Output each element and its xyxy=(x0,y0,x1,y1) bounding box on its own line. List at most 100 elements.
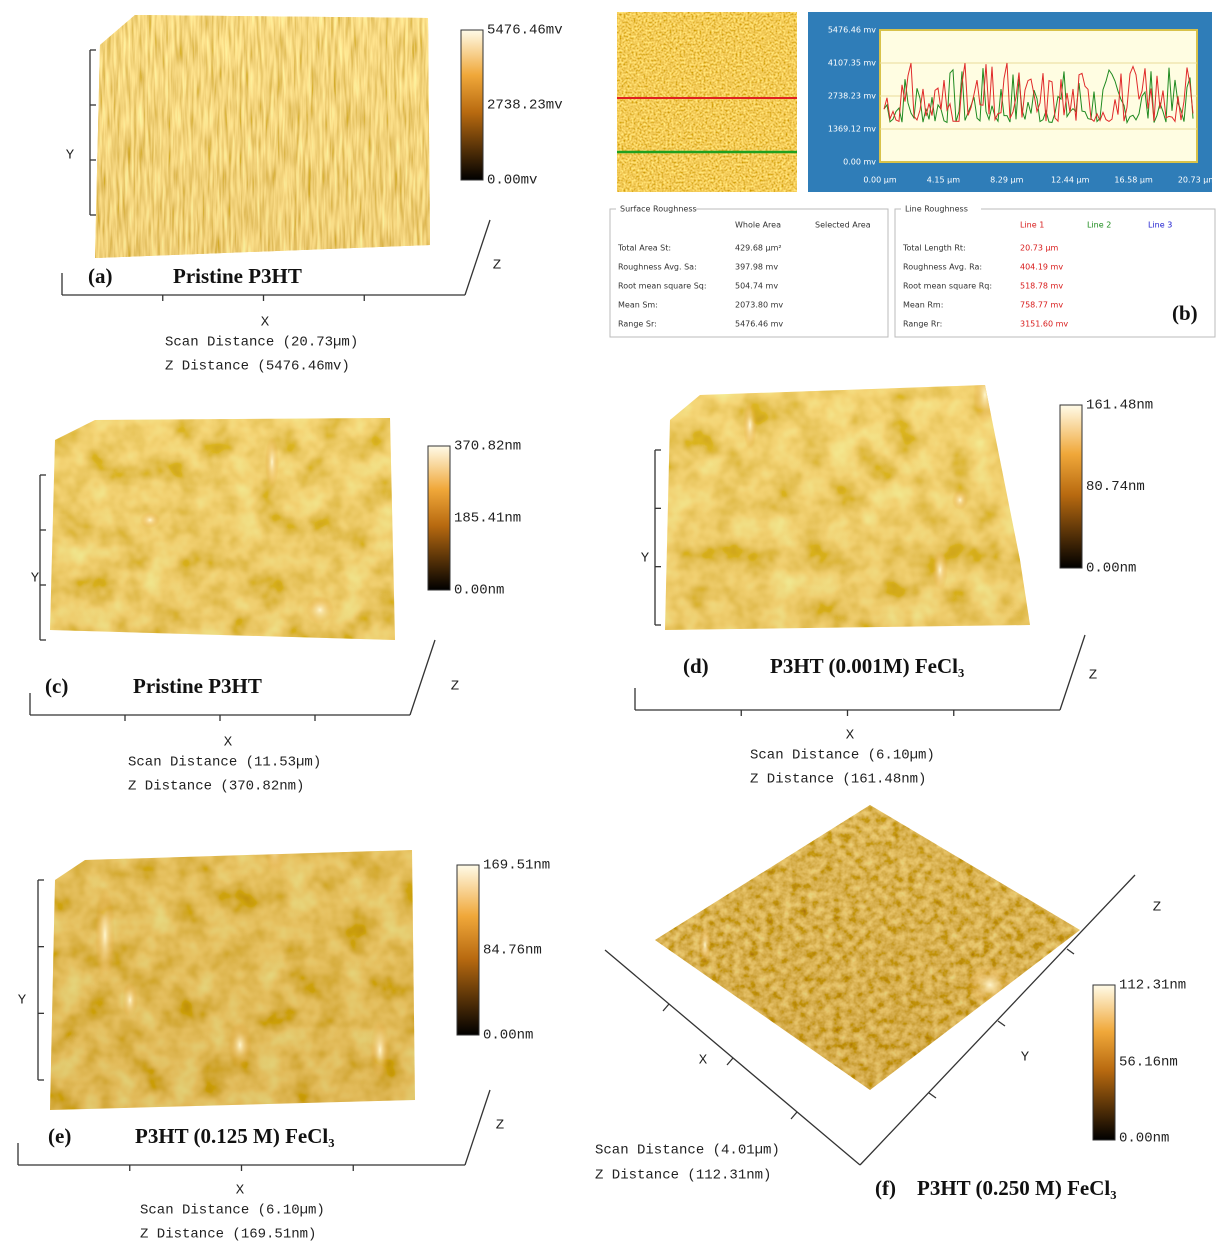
y-axis-label: Y xyxy=(31,571,40,587)
table-title-bg xyxy=(901,204,981,214)
table-row-label: Total Length Rt: xyxy=(902,244,966,253)
axis-line xyxy=(604,949,861,1166)
table-value: 758.77 mv xyxy=(1020,301,1063,310)
panel-label: (e) xyxy=(48,1124,71,1148)
table-column: Line 3 xyxy=(1148,221,1172,230)
color-scale-label: 0.00nm xyxy=(1086,561,1136,577)
y-axis-label: Y xyxy=(18,993,27,1009)
z-distance: Z Distance (370.82nm) xyxy=(128,779,304,795)
axis-line xyxy=(997,1020,1006,1027)
x-axis-label: X xyxy=(261,315,270,331)
profile-y-tick: 5476.46 mv xyxy=(828,26,876,35)
surface-peak xyxy=(306,596,334,624)
color-scale-label: 56.16nm xyxy=(1119,1055,1178,1071)
profile-y-tick: 2738.23 mv xyxy=(828,92,876,101)
profile-y-tick: 4107.35 mv xyxy=(828,59,876,68)
panel-caption: Pristine P3HT xyxy=(133,674,262,698)
scan-distance: Scan Distance (4.01µm) xyxy=(595,1143,780,1159)
table-title: Surface Roughness xyxy=(620,205,697,214)
color-scale-label: 112.31nm xyxy=(1119,978,1186,994)
axis-line xyxy=(662,1003,670,1012)
profile-x-tick: 12.44 µm xyxy=(1051,176,1090,185)
axis-line xyxy=(464,1089,491,1166)
surface-peak xyxy=(932,550,948,590)
y-axis-label: Y xyxy=(66,148,75,164)
surface-peak xyxy=(743,401,757,449)
scan-distance: Scan Distance (20.73µm) xyxy=(165,335,358,351)
color-scale-label: 161.48nm xyxy=(1086,398,1153,414)
color-scale-label: 2738.23mv xyxy=(487,98,563,114)
scan-distance: Scan Distance (11.53µm) xyxy=(128,755,321,771)
color-bar xyxy=(460,29,484,181)
table-row-label: Total Area St: xyxy=(617,244,671,253)
surface-peak xyxy=(265,436,279,488)
table-column: Line 1 xyxy=(1020,221,1044,230)
panel-label: (f) xyxy=(875,1176,896,1200)
image-texture xyxy=(617,12,797,192)
surface-peak xyxy=(95,887,115,983)
table-column: Whole Area xyxy=(735,221,781,230)
axis-line xyxy=(859,874,1136,1166)
z-axis-label: Z xyxy=(493,258,501,274)
table-row-label: Range Rr: xyxy=(903,320,942,329)
table-column: Line 2 xyxy=(1087,221,1111,230)
axis-line xyxy=(726,1057,734,1066)
scan-distance: Scan Distance (6.10µm) xyxy=(140,1203,325,1219)
surface-peak xyxy=(966,965,1014,1005)
profile-x-tick: 8.29 µm xyxy=(990,176,1023,185)
panel-label: (a) xyxy=(88,264,113,288)
table-value: 504.74 mv xyxy=(735,282,778,291)
color-scale-label: 0.00mv xyxy=(487,173,537,189)
profile-x-tick: 20.73 µm xyxy=(1178,176,1216,185)
surface-peak xyxy=(699,927,711,963)
surface-peak xyxy=(140,512,160,528)
z-axis-label: Z xyxy=(451,679,459,695)
color-bar xyxy=(1092,984,1116,1141)
color-scale-label: 185.41nm xyxy=(454,511,521,527)
table-row-label: Mean Sm: xyxy=(618,301,658,310)
color-bar xyxy=(1059,404,1083,569)
panel-caption: P3HT (0.250 M) FeCl₃ xyxy=(917,1176,1117,1200)
table-value: 20.73 µm xyxy=(1020,244,1059,253)
table-row-label: Roughness Avg. Ra: xyxy=(903,263,982,272)
surface-peak xyxy=(1032,850,1048,910)
table-title: Line Roughness xyxy=(905,205,968,214)
color-bar xyxy=(456,864,480,1036)
panel-caption: Pristine P3HT xyxy=(173,264,302,288)
table-column: Selected Area xyxy=(815,221,871,230)
z-distance: Z Distance (169.51nm) xyxy=(140,1227,316,1243)
table-value: 518.78 mv xyxy=(1020,282,1063,291)
profile-trace xyxy=(883,62,1194,123)
table-value: 397.98 mv xyxy=(735,263,778,272)
color-scale-label: 5476.46mv xyxy=(487,23,563,39)
profile-trace xyxy=(883,67,1194,125)
panel-label: (c) xyxy=(45,674,68,698)
table-title-bg xyxy=(616,204,696,214)
axis-line xyxy=(928,1092,937,1099)
panel-label: (d) xyxy=(683,654,709,678)
z-axis-label: Z xyxy=(496,1118,504,1134)
z-axis-label: Z xyxy=(1089,668,1097,684)
table-row-label: Root mean square Rq: xyxy=(903,282,992,291)
axis-line xyxy=(1066,948,1075,955)
table-row-label: Range Sr: xyxy=(618,320,657,329)
surface-peak xyxy=(952,490,968,510)
table-value: 2073.80 mv xyxy=(735,301,783,310)
surface-peak xyxy=(265,850,285,875)
axis-line xyxy=(1059,634,1086,711)
z-distance: Z Distance (112.31nm) xyxy=(595,1168,771,1184)
surface-peak xyxy=(228,1021,252,1069)
table-row-label: Mean Rm: xyxy=(903,301,943,310)
profile-x-tick: 0.00 µm xyxy=(863,176,896,185)
z-distance: Z Distance (161.48nm) xyxy=(750,772,926,788)
z-axis-label: Z xyxy=(1153,900,1161,916)
x-axis-label: X xyxy=(236,1183,245,1199)
surface-peak xyxy=(973,385,997,425)
profile-y-tick: 0.00 mv xyxy=(843,158,876,167)
